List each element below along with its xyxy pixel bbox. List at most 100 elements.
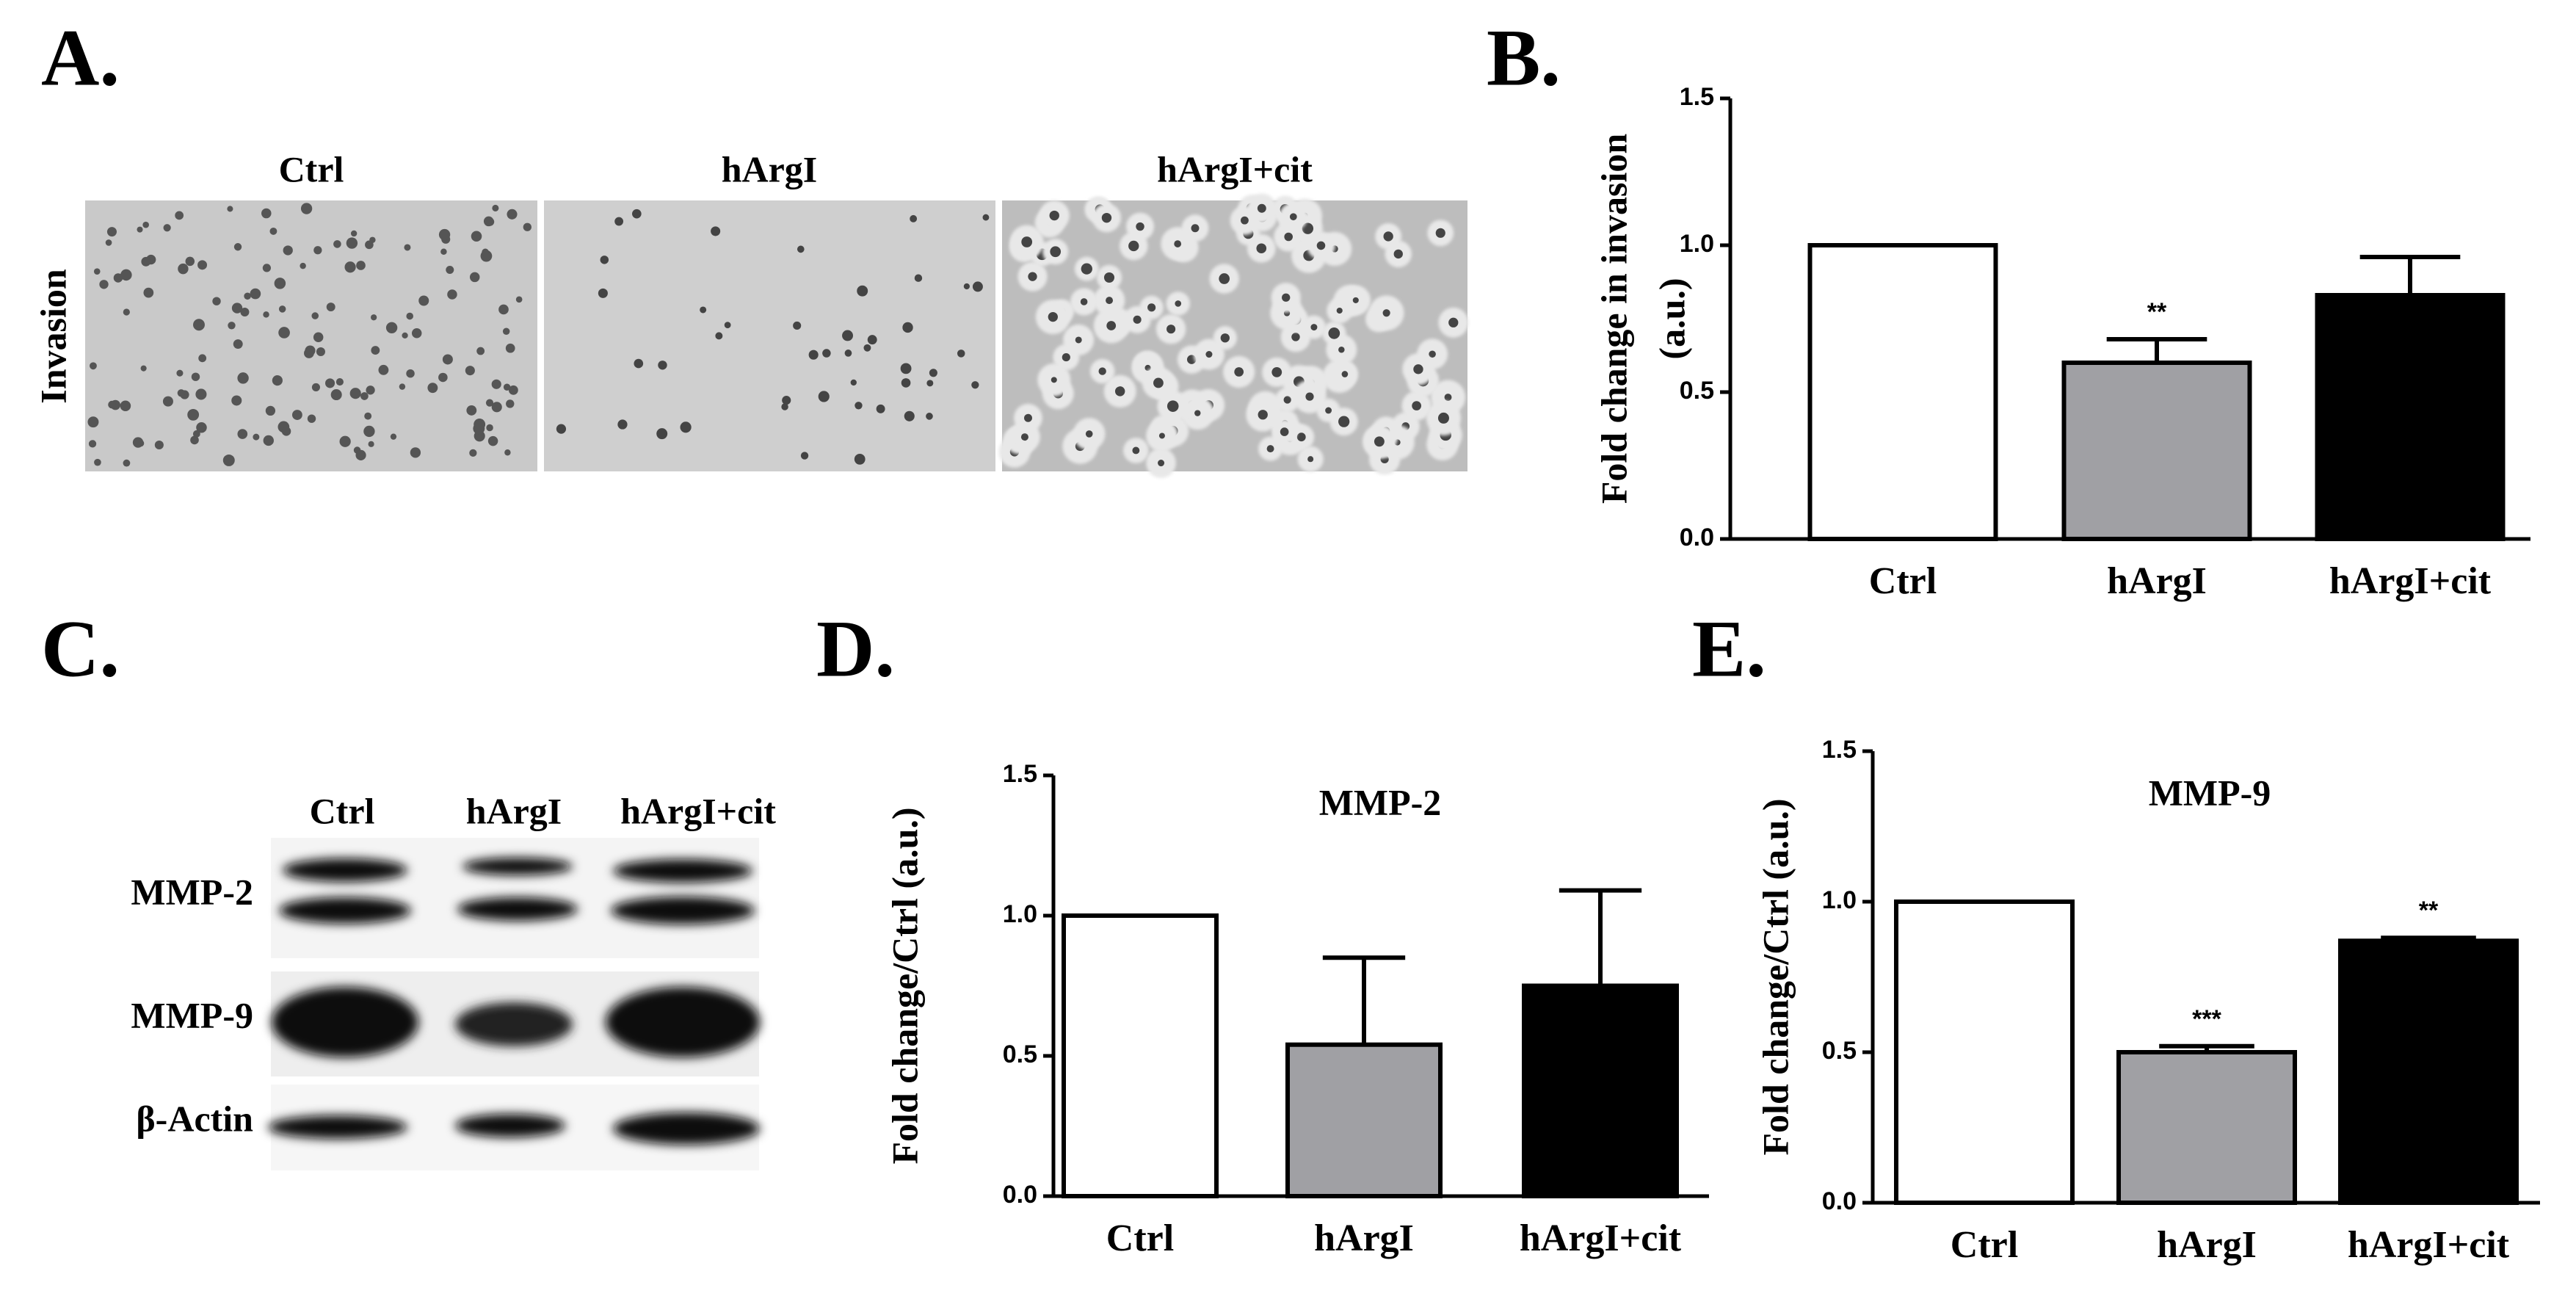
column-label: Ctrl bbox=[279, 148, 344, 189]
cell bbox=[1194, 410, 1201, 416]
cell bbox=[447, 289, 457, 300]
cell bbox=[316, 347, 325, 356]
cell bbox=[1266, 445, 1274, 453]
cell bbox=[113, 273, 123, 283]
cell bbox=[1338, 346, 1345, 353]
bar bbox=[2315, 293, 2506, 541]
y-tick-label: 1.5 bbox=[1003, 760, 1037, 788]
cell bbox=[446, 265, 454, 274]
cell bbox=[485, 399, 494, 407]
cell bbox=[192, 430, 200, 438]
cell bbox=[1085, 430, 1093, 438]
x-tick-label: hArgI bbox=[1314, 1217, 1414, 1259]
cell bbox=[957, 350, 965, 358]
cell bbox=[963, 283, 970, 290]
cell bbox=[154, 440, 164, 450]
cell bbox=[1305, 392, 1314, 401]
cell bbox=[1103, 272, 1115, 283]
cell bbox=[1280, 427, 1289, 436]
cell bbox=[1444, 394, 1452, 402]
cell bbox=[1282, 293, 1291, 302]
cell bbox=[1325, 407, 1332, 414]
cell bbox=[1049, 210, 1059, 221]
y-tick-label: 1.5 bbox=[1680, 83, 1714, 111]
cell bbox=[198, 354, 207, 363]
cell bbox=[498, 304, 509, 315]
cell bbox=[190, 435, 199, 445]
micrograph bbox=[544, 200, 995, 471]
cell bbox=[850, 379, 857, 386]
cell bbox=[1383, 231, 1393, 242]
cell bbox=[491, 402, 502, 413]
cell bbox=[1352, 297, 1359, 303]
cell bbox=[797, 245, 805, 253]
cell bbox=[1114, 386, 1125, 397]
cell bbox=[346, 237, 358, 249]
x-tick-label: Ctrl bbox=[1869, 560, 1937, 602]
cell bbox=[196, 422, 207, 433]
cell bbox=[1336, 307, 1343, 314]
y-axis-label: Fold change in invasion bbox=[1593, 134, 1634, 504]
cell bbox=[237, 372, 249, 384]
band bbox=[455, 1002, 573, 1046]
cell bbox=[1106, 321, 1117, 330]
cell bbox=[482, 248, 489, 256]
band bbox=[462, 858, 573, 875]
cell bbox=[1101, 212, 1112, 223]
bands bbox=[268, 858, 760, 1145]
cell bbox=[313, 332, 324, 342]
cell bbox=[1153, 377, 1164, 388]
cell bbox=[1382, 309, 1390, 317]
cell bbox=[1167, 400, 1179, 412]
cell bbox=[261, 208, 272, 219]
band bbox=[268, 1115, 407, 1139]
cell bbox=[800, 452, 809, 460]
cell bbox=[1080, 298, 1088, 305]
cell bbox=[793, 321, 802, 330]
cell bbox=[1256, 243, 1267, 254]
cell bbox=[1128, 240, 1139, 252]
cell bbox=[876, 404, 885, 413]
cell bbox=[120, 269, 132, 281]
cell bbox=[411, 328, 422, 339]
cell bbox=[193, 319, 205, 331]
cell bbox=[176, 369, 184, 377]
cell bbox=[507, 209, 518, 220]
cell bbox=[231, 303, 243, 314]
cell bbox=[844, 350, 852, 357]
cell bbox=[300, 203, 313, 214]
cell bbox=[307, 414, 316, 423]
cell bbox=[142, 221, 149, 228]
y-tick-label: 1.0 bbox=[1003, 900, 1037, 928]
cell bbox=[311, 383, 320, 391]
row-label: MMP-9 bbox=[131, 994, 253, 1035]
cell bbox=[926, 380, 934, 387]
panel-label: C. bbox=[41, 604, 120, 693]
cell bbox=[283, 245, 293, 256]
cell bbox=[366, 385, 375, 395]
cell bbox=[442, 354, 453, 365]
cell bbox=[1283, 396, 1291, 404]
cell bbox=[504, 449, 511, 456]
cell bbox=[863, 344, 871, 352]
bar bbox=[2116, 1050, 2297, 1205]
cell bbox=[1289, 213, 1297, 221]
cell bbox=[472, 234, 481, 242]
cell bbox=[123, 308, 130, 316]
cell bbox=[724, 322, 731, 329]
y-tick-label: 0.0 bbox=[1822, 1187, 1857, 1215]
cell bbox=[1291, 333, 1300, 341]
cell bbox=[523, 222, 531, 231]
cell bbox=[237, 429, 248, 439]
x-tick-label: hArgI bbox=[2157, 1224, 2257, 1266]
bar bbox=[2338, 938, 2519, 1206]
y-tick-label: 1.0 bbox=[1680, 230, 1714, 258]
cell bbox=[355, 449, 366, 460]
y-tick-label: 0.5 bbox=[1822, 1037, 1857, 1065]
cell bbox=[350, 230, 358, 237]
cell bbox=[94, 458, 101, 466]
cell bbox=[339, 435, 351, 447]
cell bbox=[491, 379, 501, 389]
